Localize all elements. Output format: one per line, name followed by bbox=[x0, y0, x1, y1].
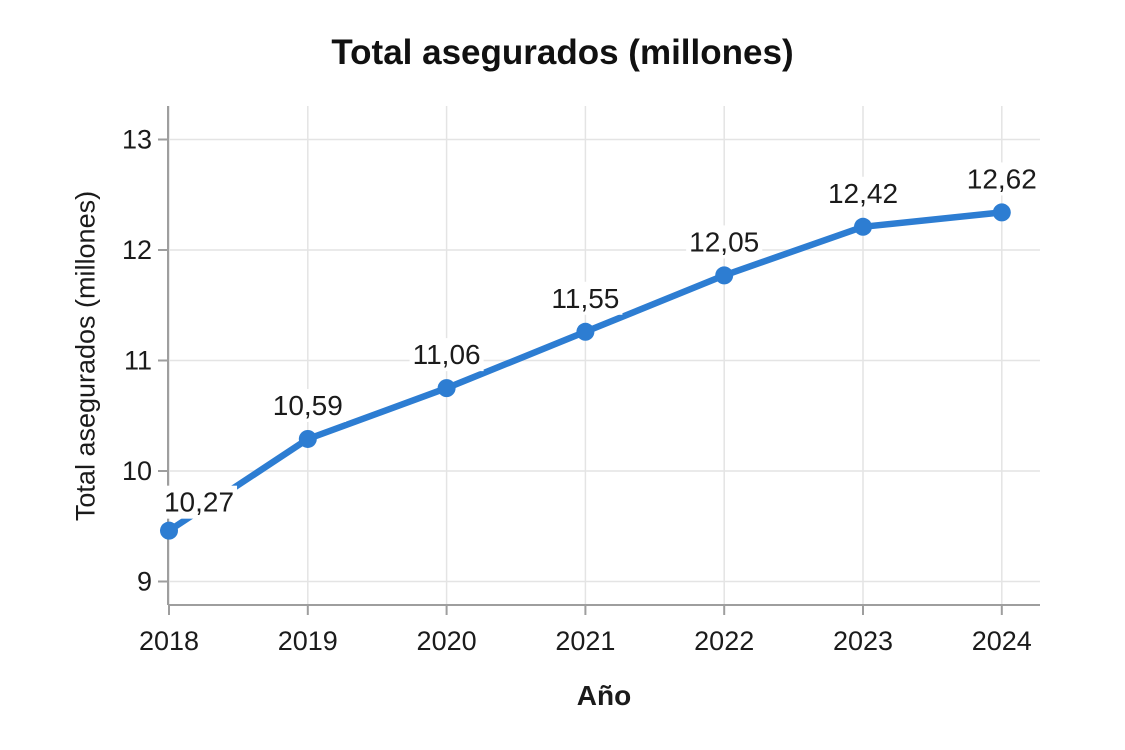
data-point-label-bg-2019 bbox=[269, 388, 346, 422]
y-tick-label-11: 11 bbox=[124, 346, 152, 376]
data-point-label-2024: 12,62 bbox=[967, 163, 1037, 194]
x-tick-label-2019: 2019 bbox=[278, 626, 338, 656]
x-tick-label-2020: 2020 bbox=[417, 626, 477, 656]
data-point-label-2020: 11,06 bbox=[413, 339, 481, 370]
x-tick-label-2018: 2018 bbox=[139, 626, 199, 656]
x-tick-label-2023: 2023 bbox=[833, 626, 893, 656]
data-point-label-bg-2023 bbox=[824, 176, 902, 210]
data-point-label-2018: 10,27 bbox=[164, 487, 234, 518]
data-point-label-bg-2024 bbox=[963, 162, 1040, 196]
data-point-label-bg-2018 bbox=[160, 485, 238, 519]
data-point-2022 bbox=[715, 266, 734, 285]
data-point-label-2022: 12,05 bbox=[689, 226, 759, 257]
chart-title: Total asegurados (millones) bbox=[331, 33, 794, 72]
y-tick-label-9: 9 bbox=[137, 567, 152, 597]
data-point-label-2023: 12,42 bbox=[828, 178, 898, 209]
data-point-label-2021: 11,55 bbox=[551, 283, 619, 314]
y-axis-title: Total asegurados (millones) bbox=[70, 190, 101, 522]
y-tick-label-13: 13 bbox=[122, 125, 152, 155]
x-tick-label-2022: 2022 bbox=[694, 626, 754, 656]
data-point-label-2019: 10,59 bbox=[273, 390, 343, 421]
data-point-label-bg-2022 bbox=[686, 225, 763, 259]
y-tick-label-10: 10 bbox=[122, 456, 152, 486]
x-tick-label-2021: 2021 bbox=[555, 626, 615, 656]
data-point-label-bg-2021 bbox=[548, 281, 623, 315]
data-point-2020 bbox=[437, 379, 456, 398]
data-point-2019 bbox=[298, 429, 317, 448]
data-point-2023 bbox=[854, 217, 872, 236]
data-point-2024 bbox=[992, 203, 1011, 222]
x-axis-title: Año bbox=[576, 680, 632, 711]
data-point-label-bg-2020 bbox=[409, 338, 484, 372]
data-point-2021 bbox=[576, 322, 595, 341]
x-tick-label-2024: 2024 bbox=[972, 626, 1032, 656]
data-point-2018 bbox=[160, 521, 178, 540]
y-tick-label-12: 12 bbox=[122, 235, 152, 265]
